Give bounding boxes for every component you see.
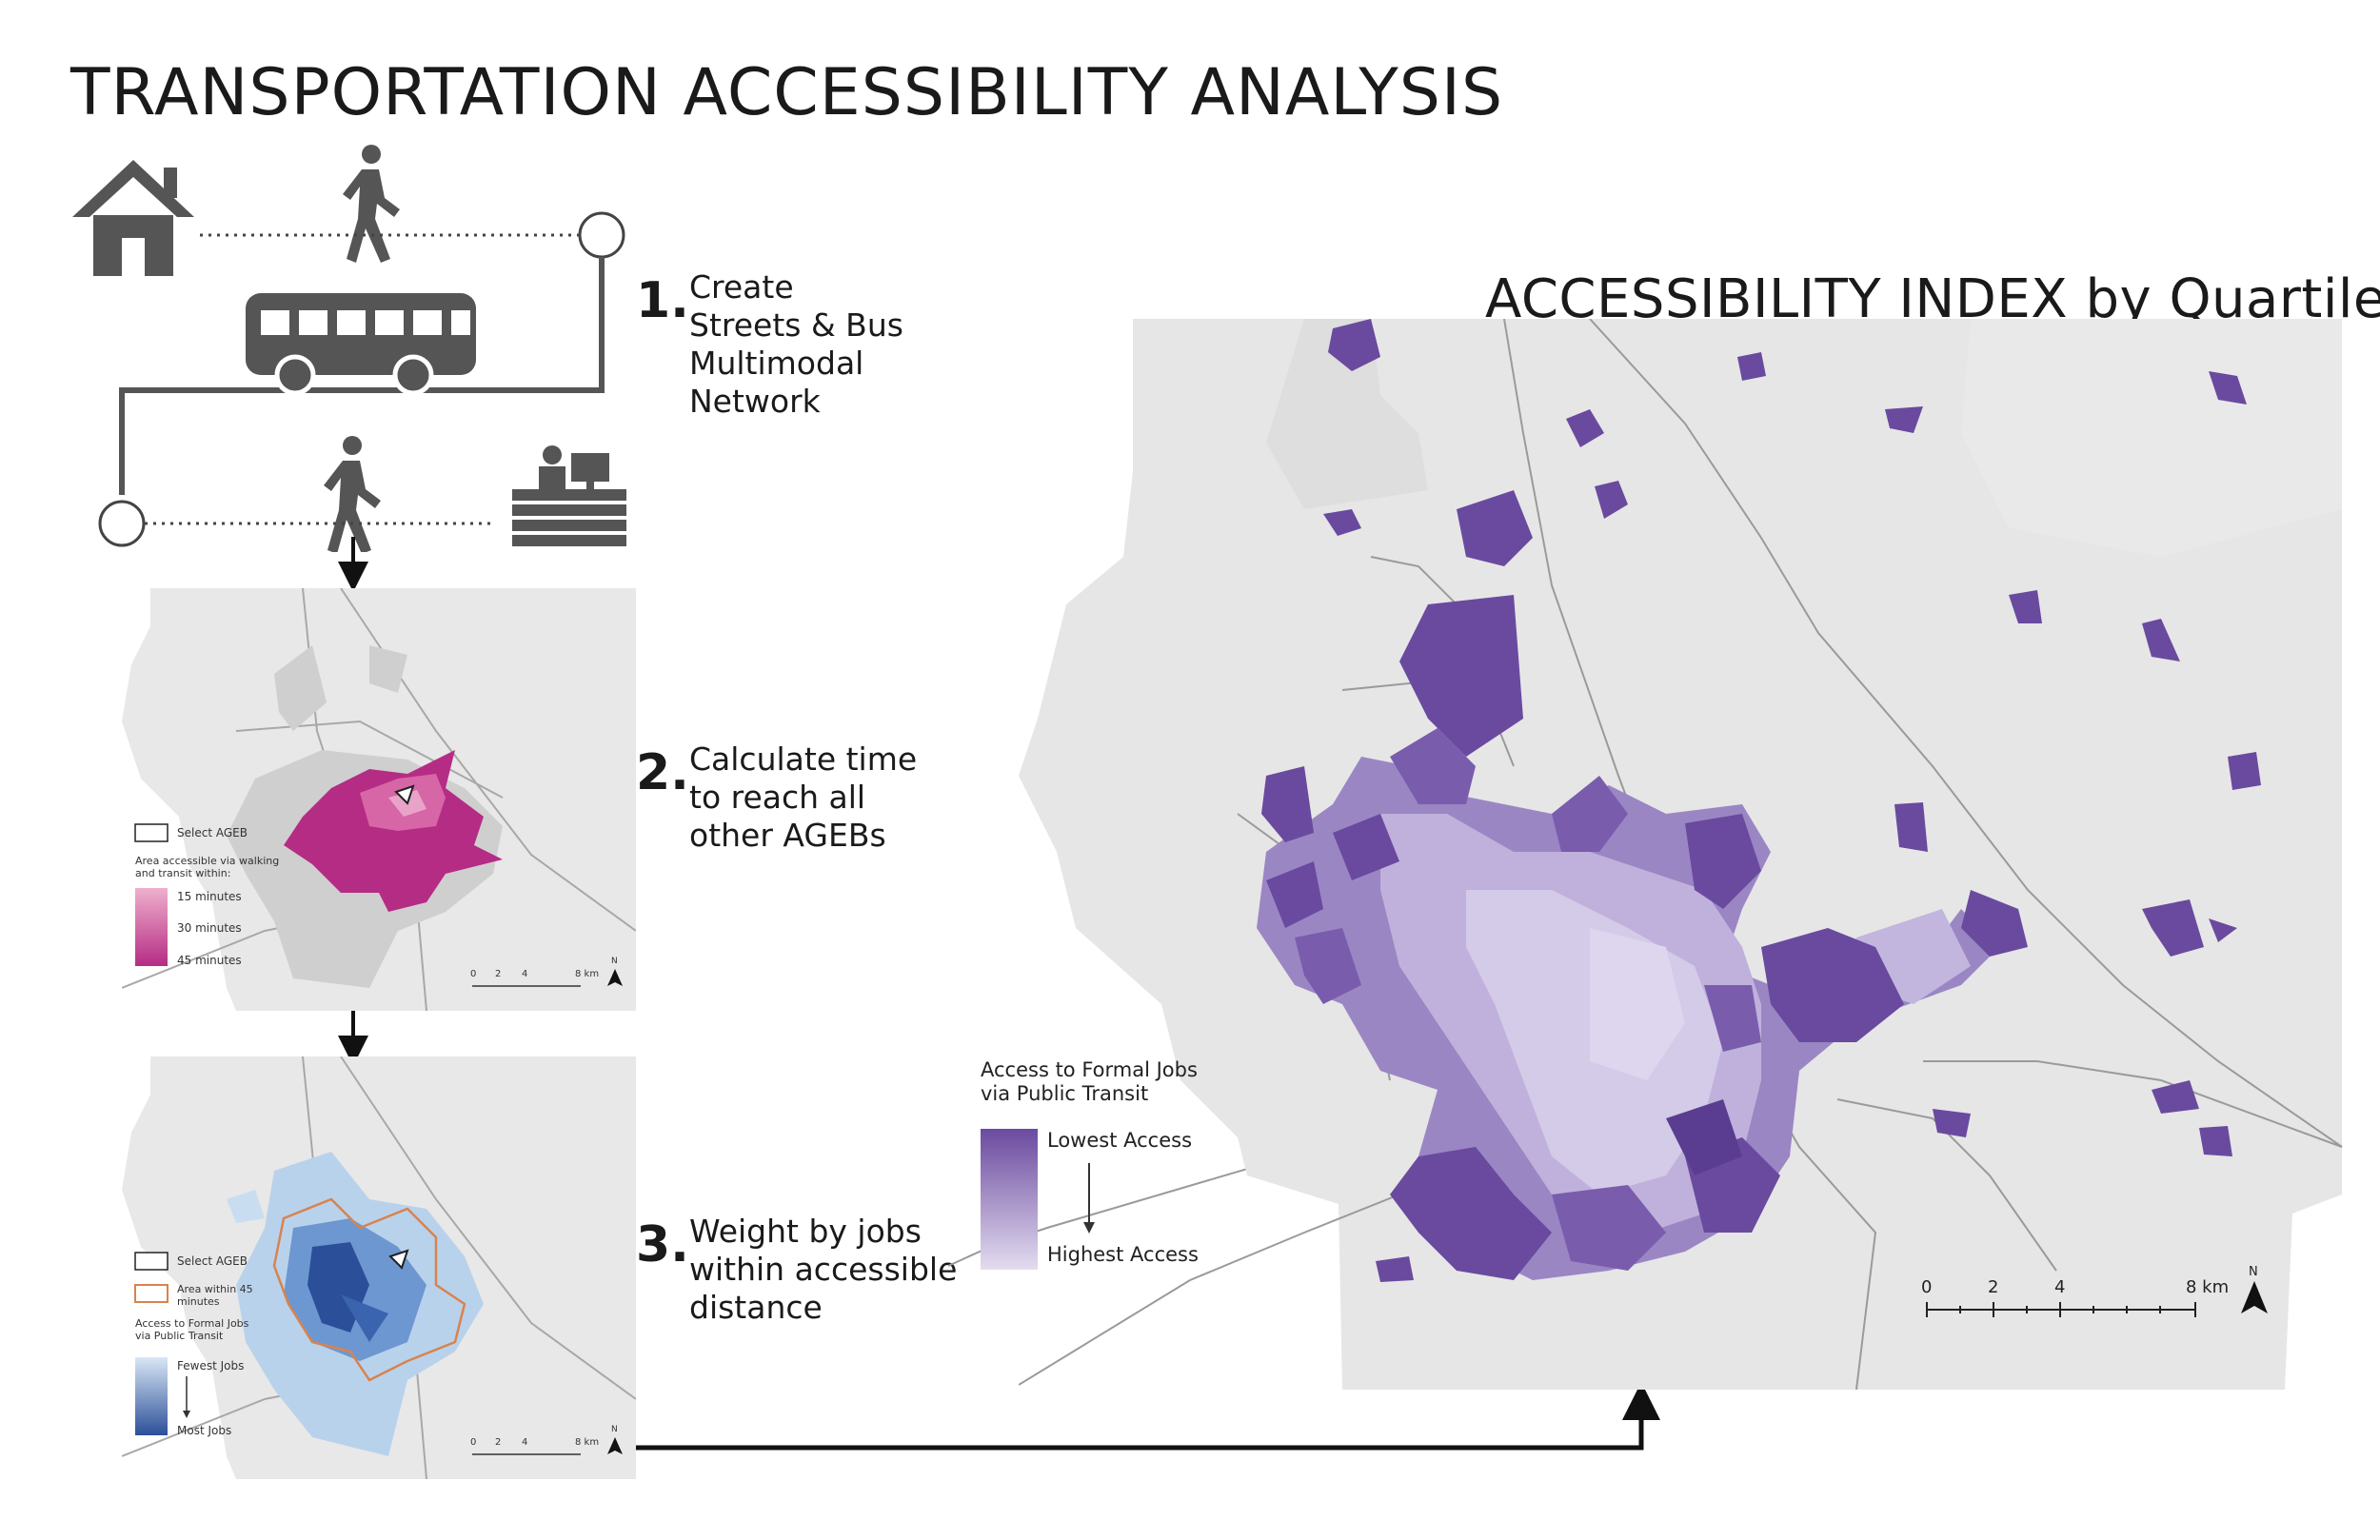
- step-1-text: Create Streets & Bus Multimodal Network: [689, 268, 903, 421]
- scale-label: 0: [470, 969, 476, 979]
- walking-person-icon: [343, 145, 400, 263]
- step-3-line: within accessible: [689, 1251, 958, 1288]
- step-3-line: Weight by jobs: [689, 1213, 922, 1250]
- north-label: N: [611, 957, 618, 966]
- scale-label: 2: [1988, 1277, 1998, 1297]
- legend-lowest-access: Lowest Access: [1047, 1129, 1193, 1152]
- bus-icon: [246, 293, 476, 396]
- scale-bar: 0 2 4 8 km: [470, 969, 599, 987]
- selected-ageb-marker: [388, 1249, 409, 1270]
- main-legend-heading: Access to Formal Jobs via Public Transit: [981, 1058, 1198, 1106]
- step-3-number: 3.: [636, 1216, 689, 1273]
- scale-label: 8 km: [575, 969, 599, 979]
- area-within-45-minutes: [272, 1197, 466, 1382]
- walking-person-icon: [324, 436, 381, 552]
- accessibility-index-map: [1019, 319, 2343, 1390]
- jobs-legend: Select AGEB Area within 45 minutes Acces…: [134, 1252, 253, 1437]
- step-1-line: Multimodal: [689, 345, 864, 382]
- travel-time-legend: Select AGEB Area accessible via walking …: [134, 823, 279, 967]
- step-3-line: distance: [689, 1289, 823, 1326]
- legend-select-ageb: Select AGEB: [177, 1254, 248, 1268]
- legend-select-ageb: Select AGEB: [177, 826, 248, 839]
- step-2-line: other AGEBs: [689, 817, 886, 854]
- scale-label: 8 km: [2186, 1277, 2229, 1297]
- main-legend-heading-line: Access to Formal Jobs: [981, 1058, 1198, 1081]
- scale-label: 8 km: [575, 1437, 599, 1448]
- step-1-number: 1.: [636, 272, 689, 329]
- north-arrow-icon: [607, 969, 623, 986]
- main-scale-bar: 0 2 4 8 km N: [1921, 1265, 2268, 1317]
- step-2-text: Calculate time to reach all other AGEBs: [689, 740, 917, 855]
- legend-time-30: 30 minutes: [177, 921, 242, 935]
- network-diagram: [72, 145, 626, 552]
- page-title: TRANSPORTATION ACCESSIBILITY ANALYSIS: [70, 55, 1504, 130]
- legend-area: minutes: [177, 1295, 220, 1308]
- legend-highest-access: Highest Access: [1047, 1243, 1199, 1266]
- legend-arrow-icon: [1083, 1163, 1095, 1234]
- office-desk-icon: [512, 445, 626, 546]
- legend-heading: via Public Transit: [135, 1330, 224, 1342]
- step-1-line: Network: [689, 383, 821, 420]
- north-arrow-icon: [607, 1437, 623, 1454]
- legend-most-jobs: Most Jobs: [177, 1424, 231, 1437]
- north-label: N: [2249, 1265, 2258, 1279]
- scale-label: 4: [2054, 1277, 2065, 1297]
- step-2-line: Calculate time: [689, 740, 918, 778]
- selected-ageb-marker: [394, 784, 415, 805]
- step-3-text: Weight by jobs within accessible distanc…: [689, 1213, 957, 1327]
- step-1-line: Streets & Bus: [689, 306, 903, 344]
- travel-time-map: Select AGEB Area accessible via walking …: [122, 588, 636, 1011]
- legend-time-15: 15 minutes: [177, 890, 242, 903]
- legend-heading: and transit within:: [135, 867, 230, 879]
- scale-bar: 0 2 4 8 km: [470, 1437, 599, 1455]
- jobs-density: [227, 1152, 484, 1456]
- north-label: N: [611, 1425, 618, 1434]
- legend-fewest-jobs: Fewest Jobs: [177, 1359, 244, 1372]
- legend-area: Area within 45: [177, 1283, 253, 1295]
- main-legend-gradient: [981, 1129, 1038, 1270]
- step-2-line: to reach all: [689, 779, 866, 816]
- scale-label: 2: [495, 969, 501, 979]
- step-1-line: Create: [689, 268, 794, 306]
- accessible-area: [284, 750, 503, 912]
- house-icon: [72, 160, 194, 276]
- scale-label: 2: [495, 1437, 501, 1448]
- accessibility-quartiles: [1257, 490, 1999, 1280]
- legend-heading: Access to Formal Jobs: [135, 1317, 249, 1330]
- outlying-agebs: [1261, 319, 2261, 1282]
- scale-label: 4: [522, 969, 527, 979]
- step-2-number: 2.: [636, 744, 689, 801]
- scale-label: 0: [470, 1437, 476, 1448]
- north-arrow-icon: [2241, 1281, 2268, 1313]
- scale-label: 0: [1921, 1277, 1932, 1297]
- jobs-weight-map: Select AGEB Area within 45 minutes Acces…: [122, 1056, 636, 1479]
- legend-time-45: 45 minutes: [177, 954, 242, 967]
- arrow-to-index-map: [634, 1382, 1660, 1451]
- main-legend-heading-line: via Public Transit: [981, 1082, 1149, 1105]
- legend-heading: Area accessible via walking: [135, 855, 279, 867]
- scale-label: 4: [522, 1437, 527, 1448]
